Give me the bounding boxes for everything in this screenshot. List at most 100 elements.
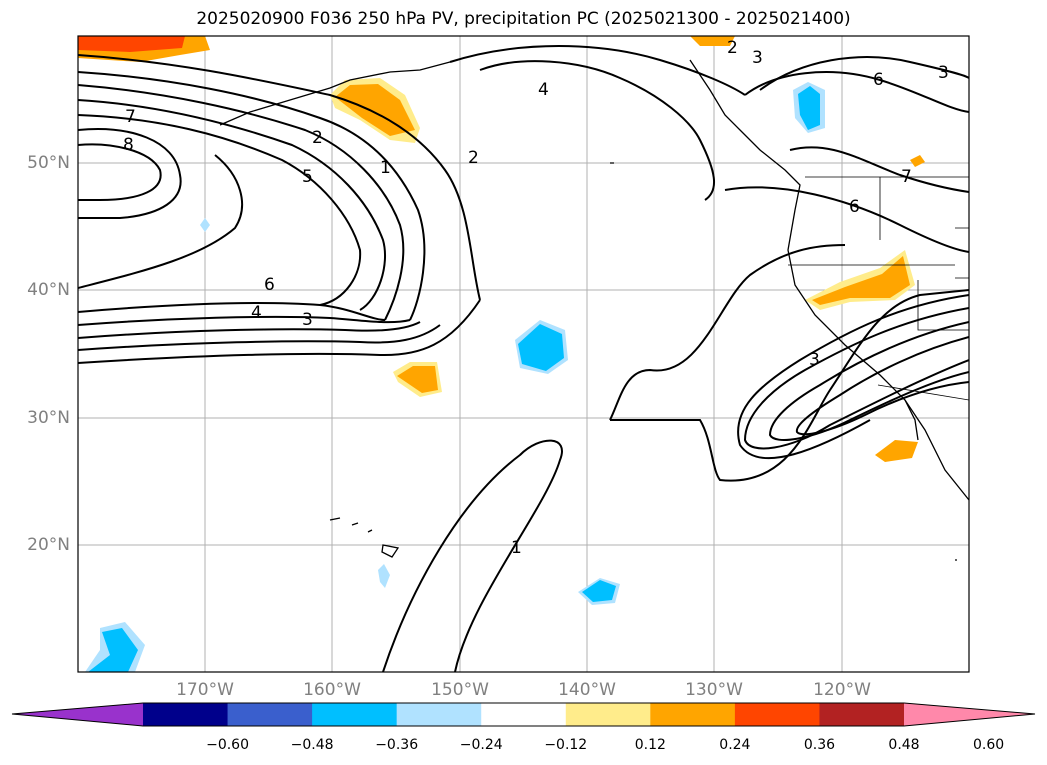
colorbar-outline	[11, 702, 1036, 727]
colorbar-segment	[312, 703, 398, 726]
colorbar-tick-label: −0.12	[544, 737, 588, 753]
colorbar-segment	[650, 703, 736, 726]
pv-contour-5	[78, 99, 387, 311]
pv-contour-6	[78, 114, 362, 306]
pv-contour-6-ne	[789, 146, 969, 193]
colorbar-segment	[734, 703, 820, 726]
pv-label: 5	[302, 167, 313, 187]
pv-contour-1-central	[609, 244, 846, 421]
colorbar-segment	[481, 703, 567, 726]
pv-label: 7	[901, 167, 912, 187]
precip-strong-nw	[78, 36, 185, 52]
precip-neg-south	[582, 580, 616, 602]
map-gridlines	[78, 36, 969, 672]
pv-contour-2-top	[449, 45, 746, 96]
colorbar-extend-left	[12, 703, 143, 726]
colorbar-segment	[143, 703, 229, 726]
lat-label-30n: 30°N	[27, 408, 70, 428]
coast-baja	[904, 399, 919, 441]
colorbar	[11, 702, 1036, 727]
pv-label: 4	[251, 303, 262, 323]
lon-label-160w: 160°W	[303, 680, 361, 700]
pv-label: 6	[264, 275, 275, 295]
precip-hawaii-n	[397, 366, 438, 393]
pv-contour-low-2	[78, 299, 481, 364]
colorbar-segment	[396, 703, 482, 726]
pv-contour-6-west	[78, 154, 244, 289]
pv-contour-7	[78, 128, 182, 219]
lon-label-130w: 130°W	[685, 680, 743, 700]
pv-label: 2	[312, 128, 323, 148]
precip-neg-bc	[798, 86, 820, 130]
lat-label-50n: 50°N	[27, 153, 70, 173]
pv-contour-1-south	[382, 439, 563, 672]
map-title: 2025020900 F036 250 hPa PV, precipitatio…	[196, 9, 851, 29]
pv-label: 6	[873, 70, 884, 90]
state-borders	[788, 176, 969, 401]
pv-contour-low-6	[78, 301, 386, 321]
colorbar-segment	[565, 703, 651, 726]
precip-neg-sw	[88, 628, 138, 672]
precip-interior	[910, 155, 925, 167]
colorbar-tick-label: 0.24	[719, 737, 751, 753]
lon-label-150w: 150°W	[431, 680, 489, 700]
pv-contour-trough-5	[795, 336, 969, 436]
pv-label: 2	[468, 148, 479, 168]
pv-label: 3	[752, 48, 763, 68]
lon-label-170w: 170°W	[176, 680, 234, 700]
pv-label: 3	[809, 350, 820, 370]
pv-label: 2	[727, 38, 738, 58]
coast-hawaii	[329, 517, 400, 558]
pv-contour-labels: 2 3 4 7 8 2 5 1 2 6 4 3 1 3 6 7 6 3	[123, 38, 949, 558]
pv-label: 3	[302, 310, 313, 330]
pv-contour-low-5	[78, 315, 411, 326]
coast-north-america	[689, 59, 969, 501]
colorbar-segments	[143, 703, 905, 726]
colorbar-tick-label: 0.36	[803, 737, 836, 753]
coast-alaska-aleutians	[219, 61, 451, 126]
borders	[788, 176, 969, 401]
colorbar-tick-label: −0.36	[375, 737, 419, 753]
pv-contour-7-ne	[724, 186, 969, 253]
precip-neg-small	[200, 218, 210, 232]
pv-contour-3	[78, 71, 426, 321]
precip-baja	[875, 440, 918, 462]
pv-contour-4-north	[479, 60, 716, 201]
lon-label-140w: 140°W	[558, 680, 616, 700]
colorbar-tick-label: 0.48	[888, 737, 920, 753]
pv-contour-trough-outer	[610, 289, 969, 482]
precip-ca	[812, 256, 910, 305]
pv-contour-low-3	[78, 324, 441, 351]
precip-top-coast	[690, 36, 735, 46]
map-border	[77, 35, 970, 673]
pv-contour-low-4	[78, 321, 421, 339]
colorbar-segment	[819, 703, 905, 726]
pv-contour-8	[78, 143, 162, 201]
lat-label-20n: 20°N	[27, 535, 70, 555]
lon-label-120w: 120°W	[813, 680, 871, 700]
pv-label: 1	[380, 158, 391, 178]
pv-label: 8	[123, 135, 134, 155]
pv-label: 3	[938, 63, 949, 83]
pv-contour-2-ne	[759, 56, 969, 91]
pv-contour-trough-4	[768, 321, 969, 441]
lat-label-40n: 40°N	[27, 280, 70, 300]
pv-label: 6	[849, 197, 860, 217]
pv-contour-trough-2	[737, 294, 969, 460]
pv-label: 1	[511, 538, 522, 558]
pv-contour-4	[78, 84, 405, 321]
pv-contours	[78, 45, 969, 672]
pv-contour-2-north	[78, 54, 481, 301]
coastlines	[219, 59, 969, 561]
colorbar-tick-label: −0.60	[206, 737, 249, 753]
precip-neg-central	[518, 324, 564, 371]
colorbar-tick-label: −0.48	[290, 737, 334, 753]
colorbar-tick-label: −0.24	[459, 737, 503, 753]
pv-label: 7	[125, 107, 136, 127]
colorbar-segment	[227, 703, 313, 726]
pv-contour-trough-3	[743, 307, 969, 450]
pv-label: 4	[538, 80, 549, 100]
precip-neg-hawaii	[378, 564, 390, 588]
colorbar-extend-right	[904, 703, 1035, 726]
precip-shading	[78, 36, 925, 672]
